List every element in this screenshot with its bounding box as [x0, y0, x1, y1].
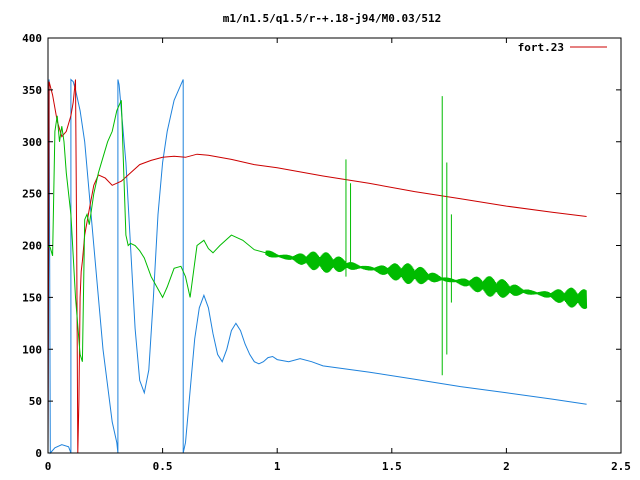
y-tick-label: 350 [22, 84, 42, 97]
axis-ticks: 0 0.5 1 1.5 2 2.5 0 50 100 150 200 250 300 350 400 [22, 32, 631, 473]
x-tick-label: 0 [45, 460, 52, 473]
x-tick-label: 1 [274, 460, 281, 473]
series-line-0 [47, 79, 587, 454]
x-tick-label: 2 [503, 460, 510, 473]
series-line-2 [47, 78, 587, 455]
y-tick-label: 300 [22, 136, 42, 149]
plot-area [47, 78, 588, 455]
y-tick-label: 50 [29, 395, 42, 408]
y-tick-label: 200 [22, 240, 42, 253]
x-tick-label: 0.5 [153, 460, 173, 473]
y-tick-label: 250 [22, 188, 42, 201]
series-line-1 [47, 100, 587, 362]
y-tick-label: 100 [22, 343, 42, 356]
y-tick-label: 150 [22, 291, 42, 304]
y-tick-label: 400 [22, 32, 42, 45]
y-tick-label: 0 [35, 447, 42, 460]
legend: fort.23 [518, 41, 607, 54]
series-1-noise [265, 250, 588, 310]
legend-label: fort.23 [518, 41, 564, 54]
chart-title: m1/n1.5/q1.5/r-+.18-j94/M0.03/512 [223, 12, 442, 25]
x-tick-label: 2.5 [611, 460, 631, 473]
x-tick-label: 1.5 [382, 460, 402, 473]
